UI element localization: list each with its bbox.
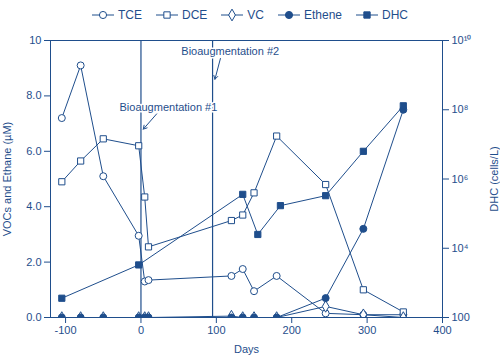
- svg-text:0: 0: [138, 324, 144, 336]
- svg-text:-100: -100: [55, 324, 77, 336]
- svg-text:8.0: 8.0: [26, 89, 41, 101]
- svg-text:Bioaugmentation #2: Bioaugmentation #2: [181, 45, 279, 57]
- svg-text:100: 100: [452, 311, 470, 323]
- html-text:TCE: TCE: [118, 8, 142, 22]
- svg-text:Days: Days: [234, 343, 260, 355]
- html-text:VC: VC: [247, 8, 264, 22]
- svg-text:4.0: 4.0: [26, 200, 41, 212]
- svg-text:DHC (cells/L): DHC (cells/L): [488, 146, 500, 211]
- svg-text:300: 300: [358, 324, 376, 336]
- svg-text:10⁸: 10⁸: [452, 103, 469, 115]
- svg-text:10⁴: 10⁴: [452, 242, 469, 254]
- svg-text:6.0: 6.0: [26, 145, 41, 157]
- svg-text:200: 200: [283, 324, 301, 336]
- html-text:DCE: DCE: [182, 8, 208, 22]
- svg-text:10¹⁰: 10¹⁰: [452, 34, 472, 46]
- html-text:DHC: DHC: [382, 8, 408, 22]
- svg-text:10: 10: [29, 34, 41, 46]
- svg-text:VOCs and Ethane (µM): VOCs and Ethane (µM): [1, 122, 13, 237]
- html-text:Ethene: Ethene: [304, 8, 342, 22]
- svg-text:400: 400: [433, 324, 451, 336]
- svg-text:Bioaugmentation #1: Bioaugmentation #1: [119, 101, 217, 113]
- svg-text:10⁶: 10⁶: [452, 173, 469, 185]
- svg-text:100: 100: [207, 324, 225, 336]
- svg-text:0.0: 0.0: [26, 311, 41, 323]
- svg-text:2.0: 2.0: [26, 256, 41, 268]
